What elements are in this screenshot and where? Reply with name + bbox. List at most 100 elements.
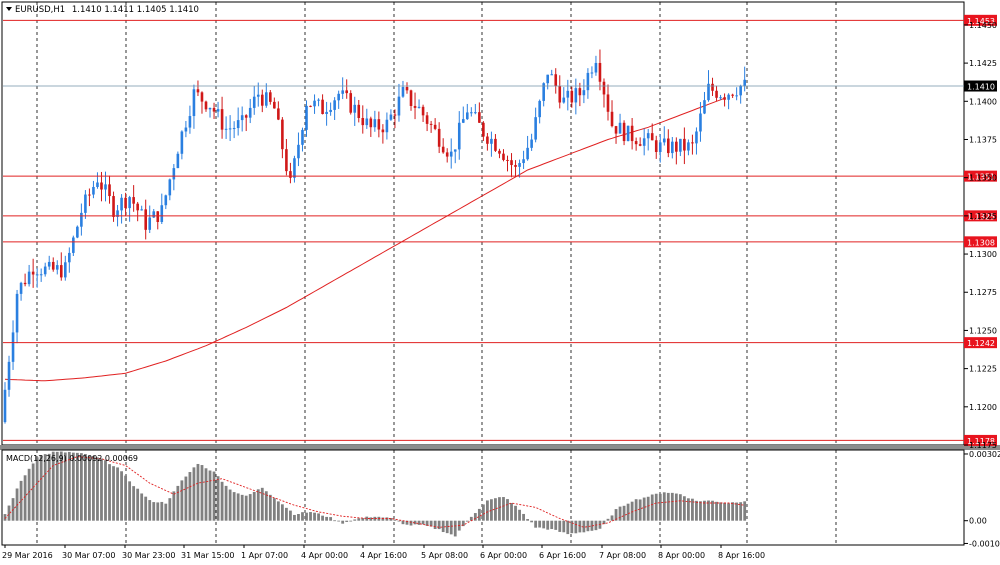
candle[interactable] <box>31 258 35 288</box>
candle[interactable] <box>325 101 328 126</box>
candle[interactable] <box>522 150 525 169</box>
candle[interactable] <box>128 195 131 222</box>
candle[interactable] <box>252 85 256 115</box>
candle[interactable] <box>47 255 51 270</box>
candle[interactable] <box>369 116 373 137</box>
candle[interactable] <box>514 160 517 178</box>
candle[interactable] <box>735 87 738 101</box>
candle[interactable] <box>393 109 397 129</box>
candle[interactable] <box>289 162 292 184</box>
candle[interactable] <box>578 82 582 107</box>
candle[interactable] <box>453 149 457 164</box>
candle[interactable] <box>409 89 413 111</box>
candle[interactable] <box>180 130 184 160</box>
candle[interactable] <box>550 69 554 76</box>
candle[interactable] <box>361 105 365 134</box>
candle[interactable] <box>108 175 111 204</box>
candle[interactable] <box>216 101 220 118</box>
candle[interactable] <box>11 320 15 370</box>
candle[interactable] <box>156 211 160 230</box>
candle[interactable] <box>92 180 95 199</box>
candle[interactable] <box>662 126 666 146</box>
candle[interactable] <box>461 106 465 124</box>
candle[interactable] <box>297 132 300 167</box>
candle[interactable] <box>727 93 730 110</box>
candle[interactable] <box>265 83 268 108</box>
candle[interactable] <box>711 77 714 96</box>
candle[interactable] <box>349 90 353 115</box>
candle[interactable] <box>562 87 566 104</box>
candle[interactable] <box>486 132 489 151</box>
candle[interactable] <box>27 264 31 287</box>
candle[interactable] <box>269 89 272 105</box>
candle[interactable] <box>256 82 260 107</box>
candle[interactable] <box>667 129 670 158</box>
candle[interactable] <box>441 138 445 154</box>
candle[interactable] <box>574 78 578 115</box>
candle[interactable] <box>273 97 276 109</box>
candle[interactable] <box>80 203 83 236</box>
candle[interactable] <box>594 55 598 76</box>
candle[interactable] <box>220 96 224 139</box>
candle[interactable] <box>642 128 646 156</box>
candle[interactable] <box>433 118 437 131</box>
candle[interactable] <box>695 127 698 155</box>
candle[interactable] <box>658 134 662 163</box>
candle[interactable] <box>691 134 694 155</box>
candle[interactable] <box>381 124 385 144</box>
candle[interactable] <box>421 104 425 122</box>
candle[interactable] <box>538 99 541 124</box>
candle[interactable] <box>614 125 618 144</box>
candle[interactable] <box>260 89 264 113</box>
candle[interactable] <box>15 289 19 344</box>
candle[interactable] <box>19 281 23 301</box>
candle[interactable] <box>687 139 690 156</box>
candle[interactable] <box>586 68 590 99</box>
candle[interactable] <box>498 148 501 159</box>
candle[interactable] <box>196 80 200 97</box>
candle[interactable] <box>630 117 634 150</box>
candle[interactable] <box>341 77 344 100</box>
candle[interactable] <box>240 106 244 132</box>
candle[interactable] <box>582 79 586 104</box>
candle[interactable] <box>590 66 594 79</box>
candle[interactable] <box>176 151 180 169</box>
candle[interactable] <box>124 192 127 217</box>
candle[interactable] <box>675 137 678 165</box>
candle[interactable] <box>546 74 549 90</box>
candle[interactable] <box>200 91 204 114</box>
candle[interactable] <box>212 102 216 119</box>
candle[interactable] <box>72 235 75 257</box>
candle[interactable] <box>554 68 558 94</box>
candle[interactable] <box>184 120 188 138</box>
candle[interactable] <box>518 159 521 178</box>
candle[interactable] <box>321 94 324 115</box>
candle[interactable] <box>389 109 393 121</box>
candle[interactable] <box>719 94 722 100</box>
candle[interactable] <box>622 120 626 146</box>
candle[interactable] <box>490 131 493 157</box>
candle[interactable] <box>285 138 288 176</box>
candle[interactable] <box>494 134 497 152</box>
candle[interactable] <box>474 103 477 115</box>
candle[interactable] <box>345 79 348 99</box>
candle[interactable] <box>3 382 7 424</box>
candle[interactable] <box>23 273 27 287</box>
panel-separator[interactable] <box>0 445 1000 450</box>
candle[interactable] <box>638 137 642 147</box>
candle[interactable] <box>466 103 469 120</box>
candle[interactable] <box>164 194 168 210</box>
candle[interactable] <box>385 112 389 140</box>
candle[interactable] <box>39 268 43 282</box>
candle[interactable] <box>329 102 332 116</box>
candle[interactable] <box>100 171 103 202</box>
candle[interactable] <box>530 133 533 151</box>
candle[interactable] <box>671 136 674 159</box>
candle[interactable] <box>317 98 320 107</box>
candle[interactable] <box>160 193 164 225</box>
candle[interactable] <box>731 93 734 98</box>
candle[interactable] <box>228 115 232 141</box>
candle[interactable] <box>96 172 99 189</box>
candle[interactable] <box>401 80 405 98</box>
candle[interactable] <box>84 190 87 219</box>
